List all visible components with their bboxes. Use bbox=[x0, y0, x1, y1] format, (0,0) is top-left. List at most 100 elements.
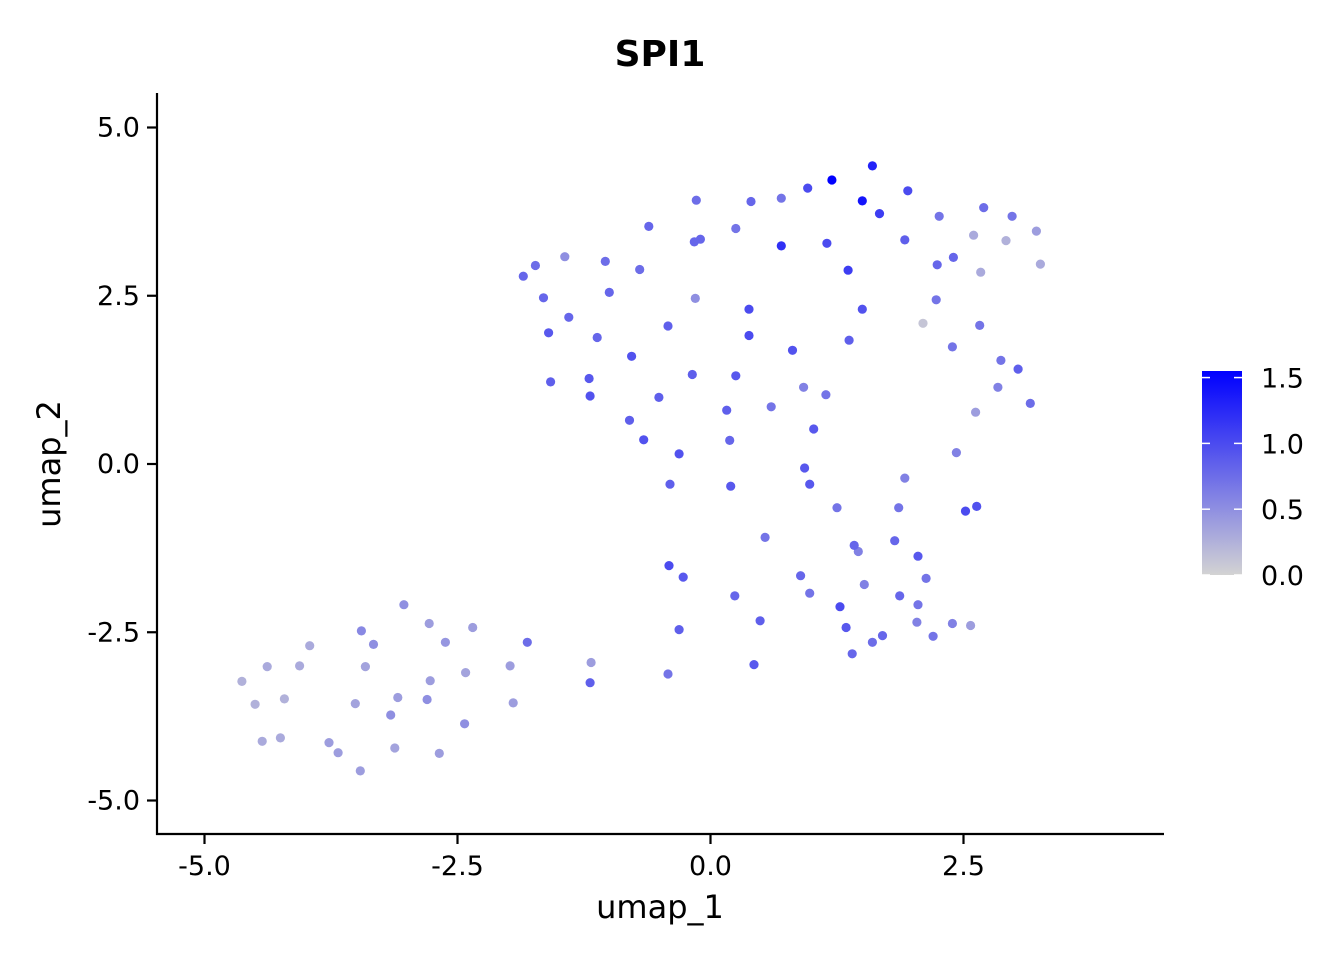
data-point bbox=[585, 391, 595, 401]
data-point bbox=[805, 588, 815, 598]
data-point bbox=[639, 435, 649, 445]
data-point bbox=[1025, 398, 1035, 408]
data-point bbox=[787, 345, 798, 355]
data-point bbox=[975, 320, 985, 330]
data-point bbox=[250, 699, 260, 709]
data-point bbox=[749, 660, 759, 670]
y-tick-label: -5.0 bbox=[87, 786, 140, 817]
data-point bbox=[993, 382, 1003, 392]
data-point bbox=[546, 377, 556, 387]
data-point bbox=[857, 304, 867, 314]
data-point bbox=[644, 221, 654, 231]
data-point bbox=[461, 668, 471, 678]
data-point bbox=[518, 271, 528, 281]
data-point bbox=[324, 738, 334, 748]
data-point bbox=[895, 591, 905, 601]
chart-title: SPI1 bbox=[615, 34, 706, 75]
data-point bbox=[948, 252, 959, 262]
data-point bbox=[932, 260, 942, 270]
data-point bbox=[586, 657, 596, 668]
data-point bbox=[821, 390, 831, 400]
data-point bbox=[665, 479, 675, 489]
data-point bbox=[746, 196, 756, 207]
data-point bbox=[928, 631, 938, 641]
data-point bbox=[295, 661, 305, 671]
data-point bbox=[947, 618, 958, 629]
y-ticks: -5.0 -2.5 0.0 2.5 5.0 bbox=[87, 113, 157, 817]
data-point bbox=[867, 637, 878, 647]
data-point bbox=[538, 293, 549, 303]
data-point bbox=[468, 622, 478, 633]
x-tick-label: 2.5 bbox=[942, 851, 985, 882]
data-point bbox=[356, 626, 366, 636]
data-point bbox=[275, 733, 285, 743]
data-point bbox=[425, 676, 435, 686]
data-point bbox=[725, 435, 735, 445]
data-point bbox=[530, 260, 541, 271]
data-point bbox=[859, 579, 869, 590]
data-point bbox=[305, 641, 315, 651]
data-point bbox=[368, 639, 379, 650]
data-point bbox=[560, 252, 570, 262]
data-point bbox=[386, 710, 396, 720]
data-point bbox=[921, 573, 931, 584]
data-point bbox=[972, 501, 982, 511]
data-point bbox=[744, 330, 754, 341]
data-point bbox=[257, 736, 267, 746]
data-point bbox=[969, 230, 979, 240]
data-point bbox=[460, 719, 470, 729]
data-point bbox=[1035, 259, 1045, 269]
data-point bbox=[592, 332, 602, 343]
data-point bbox=[822, 238, 832, 248]
data-point bbox=[857, 196, 867, 206]
data-point bbox=[689, 237, 699, 247]
y-tick-label: 5.0 bbox=[97, 113, 140, 144]
data-point bbox=[827, 175, 837, 185]
y-tick-label: -2.5 bbox=[87, 617, 140, 648]
y-tick-label: 2.5 bbox=[97, 281, 140, 312]
data-point bbox=[663, 669, 673, 679]
data-point bbox=[890, 536, 900, 546]
data-point bbox=[333, 748, 343, 758]
data-point bbox=[1007, 211, 1017, 221]
data-point bbox=[809, 424, 819, 434]
data-point bbox=[1031, 226, 1041, 236]
data-point bbox=[877, 631, 888, 641]
data-point bbox=[849, 540, 859, 551]
colorbar-tick-label: 0.0 bbox=[1261, 561, 1304, 592]
data-point bbox=[584, 373, 594, 384]
data-point bbox=[624, 415, 635, 425]
colorbar-tick-label: 1.5 bbox=[1261, 364, 1304, 395]
data-point bbox=[799, 382, 809, 392]
data-point bbox=[976, 267, 986, 277]
data-point bbox=[996, 355, 1006, 365]
data-point bbox=[262, 662, 272, 672]
data-point bbox=[731, 223, 741, 234]
data-point bbox=[440, 637, 450, 647]
data-point bbox=[931, 295, 941, 305]
data-point bbox=[960, 506, 971, 516]
data-point bbox=[687, 369, 697, 380]
data-point bbox=[726, 481, 736, 491]
y-axis-title: umap_2 bbox=[30, 400, 68, 528]
data-point bbox=[355, 766, 365, 776]
data-point bbox=[744, 304, 754, 314]
data-point bbox=[832, 503, 842, 513]
data-point bbox=[979, 203, 989, 213]
data-point bbox=[731, 371, 741, 381]
x-tick-label: -2.5 bbox=[431, 851, 484, 882]
points-layer bbox=[237, 161, 1045, 776]
data-point bbox=[776, 193, 786, 203]
data-point bbox=[835, 602, 845, 612]
data-point bbox=[951, 448, 962, 458]
data-point bbox=[913, 551, 923, 561]
colorbar-ticks: 0.0 0.5 1.0 1.5 bbox=[1202, 364, 1304, 592]
data-point bbox=[918, 318, 928, 328]
data-point bbox=[903, 186, 913, 196]
x-ticks: -5.0 -2.5 0.0 2.5 bbox=[178, 834, 985, 882]
data-point bbox=[604, 287, 614, 297]
data-point bbox=[803, 183, 813, 193]
data-point bbox=[776, 241, 786, 251]
data-point bbox=[424, 618, 434, 629]
colorbar-tick-label: 0.5 bbox=[1261, 495, 1304, 526]
